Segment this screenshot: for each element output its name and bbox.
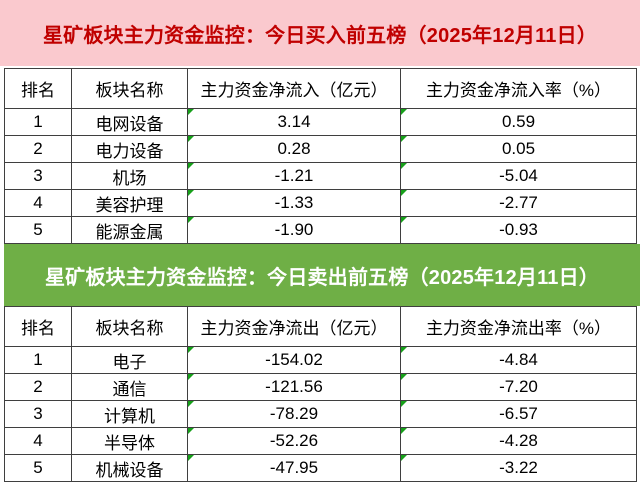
table-row: 3 机场 -1.21 -5.04 <box>4 162 637 190</box>
sell-rank-cell: 3 <box>4 400 72 428</box>
sell-section-banner: 星矿板块主力资金监控：今日卖出前五榜（2025年12月11日） <box>0 244 640 306</box>
table-row: 3 计算机 -78.29 -6.57 <box>4 400 637 428</box>
sell-net-outflow-rate-cell: -6.57 <box>400 400 637 428</box>
buy-sector-cell: 电网设备 <box>71 108 188 136</box>
sell-net-outflow-rate-cell: -3.22 <box>400 454 637 482</box>
buy-sector-cell: 电力设备 <box>71 135 188 163</box>
sell-rank-cell: 1 <box>4 346 72 374</box>
buy-sector-cell: 机场 <box>71 162 188 190</box>
buy-col-sector: 板块名称 <box>71 68 188 109</box>
buy-net-inflow-cell: -1.21 <box>187 162 401 190</box>
buy-table-wrapper: 排名 板块名称 主力资金净流入（亿元） 主力资金净流入率（%） 1 电网设备 3… <box>0 68 640 244</box>
sell-rank-cell: 5 <box>4 454 72 482</box>
buy-table: 排名 板块名称 主力资金净流入（亿元） 主力资金净流入率（%） 1 电网设备 3… <box>4 68 637 244</box>
sell-net-outflow-rate-cell: -7.20 <box>400 373 637 401</box>
sell-sector-cell: 电子 <box>71 346 188 374</box>
sell-net-outflow-rate-cell: -4.84 <box>400 346 637 374</box>
sell-table-wrapper: 排名 板块名称 主力资金净流出（亿元） 主力资金净流出率（%） 1 电子 -15… <box>0 306 640 482</box>
sell-col-sector: 板块名称 <box>71 306 188 347</box>
buy-col-net-inflow-rate: 主力资金净流入率（%） <box>400 68 637 109</box>
buy-net-inflow-cell: 0.28 <box>187 135 401 163</box>
sell-col-net-outflow-rate: 主力资金净流出率（%） <box>400 306 637 347</box>
buy-rank-cell: 4 <box>4 189 72 217</box>
table-row: 4 半导体 -52.26 -4.28 <box>4 427 637 455</box>
buy-rank-cell: 1 <box>4 108 72 136</box>
buy-rank-cell: 3 <box>4 162 72 190</box>
sell-net-outflow-cell: -47.95 <box>187 454 401 482</box>
buy-sector-cell: 美容护理 <box>71 189 188 217</box>
buy-rank-cell: 5 <box>4 216 72 244</box>
table-row: 1 电网设备 3.14 0.59 <box>4 108 637 136</box>
buy-col-net-inflow: 主力资金净流入（亿元） <box>187 68 401 109</box>
sell-section-title: 星矿板块主力资金监控：今日卖出前五榜（2025年12月11日） <box>44 266 600 289</box>
table-row: 2 电力设备 0.28 0.05 <box>4 135 637 163</box>
sell-sector-cell: 机械设备 <box>71 454 188 482</box>
buy-section-banner: 星矿板块主力资金监控：今日买入前五榜（2025年12月11日） <box>0 0 640 66</box>
table-row: 5 能源金属 -1.90 -0.93 <box>4 216 637 244</box>
sell-table: 排名 板块名称 主力资金净流出（亿元） 主力资金净流出率（%） 1 电子 -15… <box>4 306 637 482</box>
buy-section-title: 星矿板块主力资金监控：今日买入前五榜（2025年12月11日） <box>42 24 598 47</box>
buy-table-header-row: 排名 板块名称 主力资金净流入（亿元） 主力资金净流入率（%） <box>4 68 637 109</box>
sell-col-net-outflow: 主力资金净流出（亿元） <box>187 306 401 347</box>
sell-net-outflow-cell: -121.56 <box>187 373 401 401</box>
sell-sector-cell: 计算机 <box>71 400 188 428</box>
sell-net-outflow-rate-cell: -4.28 <box>400 427 637 455</box>
buy-sector-cell: 能源金属 <box>71 216 188 244</box>
buy-net-inflow-rate-cell: 0.05 <box>400 135 637 163</box>
table-row: 4 美容护理 -1.33 -2.77 <box>4 189 637 217</box>
table-row: 1 电子 -154.02 -4.84 <box>4 346 637 374</box>
sell-rank-cell: 2 <box>4 373 72 401</box>
buy-net-inflow-rate-cell: -2.77 <box>400 189 637 217</box>
buy-net-inflow-cell: -1.90 <box>187 216 401 244</box>
sell-net-outflow-cell: -78.29 <box>187 400 401 428</box>
sell-net-outflow-cell: -154.02 <box>187 346 401 374</box>
buy-rank-cell: 2 <box>4 135 72 163</box>
sell-sector-cell: 半导体 <box>71 427 188 455</box>
buy-col-rank: 排名 <box>4 68 72 109</box>
sell-col-rank: 排名 <box>4 306 72 347</box>
buy-net-inflow-rate-cell: 0.59 <box>400 108 637 136</box>
table-row: 2 通信 -121.56 -7.20 <box>4 373 637 401</box>
buy-net-inflow-cell: -1.33 <box>187 189 401 217</box>
buy-net-inflow-cell: 3.14 <box>187 108 401 136</box>
buy-net-inflow-rate-cell: -0.93 <box>400 216 637 244</box>
sell-sector-cell: 通信 <box>71 373 188 401</box>
sell-rank-cell: 4 <box>4 427 72 455</box>
sell-net-outflow-cell: -52.26 <box>187 427 401 455</box>
table-row: 5 机械设备 -47.95 -3.22 <box>4 454 637 482</box>
buy-net-inflow-rate-cell: -5.04 <box>400 162 637 190</box>
sell-table-header-row: 排名 板块名称 主力资金净流出（亿元） 主力资金净流出率（%） <box>4 306 637 347</box>
